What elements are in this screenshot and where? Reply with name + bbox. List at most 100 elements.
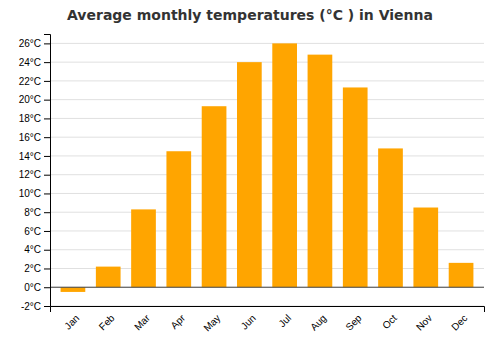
grid-line — [50, 118, 484, 119]
y-tick-mark — [44, 268, 50, 269]
y-tick: 12°C — [19, 169, 50, 180]
y-tick-mark — [44, 81, 50, 82]
x-tick: Feb — [97, 312, 117, 332]
x-tick: Oct — [380, 312, 399, 331]
y-tick: 0°C — [24, 282, 50, 293]
x-tick: Mar — [132, 312, 152, 332]
y-tick-mark — [44, 306, 50, 307]
x-tick-label: Apr — [168, 312, 187, 331]
y-tick-mark — [44, 100, 50, 101]
baseline — [50, 287, 484, 288]
x-tick-label: Aug — [308, 312, 328, 332]
y-tick-mark — [44, 62, 50, 63]
bar — [378, 148, 403, 287]
x-tick-label: Dec — [449, 312, 469, 332]
y-axis: -2°C 0°C 2°C 4°C 6°C 8°C 10°C 12°C 14°C 16°C 18°C 2… — [19, 35, 51, 312]
y-tick-mark — [44, 118, 50, 119]
y-tick-mark — [44, 137, 50, 138]
y-tick-label: 4°C — [24, 244, 41, 255]
x-tick: Sep — [343, 312, 364, 333]
x-tick: Aug — [308, 312, 328, 332]
y-tick-mark — [44, 175, 50, 176]
bar — [131, 209, 156, 287]
bars — [50, 43, 484, 292]
grid-line — [50, 137, 484, 138]
y-tick: 6°C — [24, 226, 50, 237]
y-tick-mark — [44, 231, 50, 232]
y-tick-label: 18°C — [19, 113, 41, 124]
plot: -2°C 0°C 2°C 4°C 6°C 8°C 10°C 12°C 14°C 16°C 18°C 2… — [19, 35, 485, 334]
y-tick-label: 10°C — [19, 188, 41, 199]
chart: Average monthly temperatures (°C ) in Vi… — [0, 0, 500, 350]
x-tick-label: Feb — [97, 312, 117, 332]
x-axis: Jan Feb Mar Apr May Jun Jul Aug Sep Oct Nov Dec — [51, 307, 485, 334]
x-tick-label: Oct — [380, 312, 399, 331]
bar — [413, 208, 438, 288]
grid-line — [50, 62, 484, 63]
grid — [50, 43, 484, 306]
y-tick: 24°C — [19, 57, 50, 68]
y-tick-label: 2°C — [24, 263, 41, 274]
grid-line — [50, 99, 484, 100]
title: Average monthly temperatures (°C ) in Vi… — [67, 7, 433, 23]
grid-line — [50, 43, 484, 44]
bar — [61, 287, 86, 292]
y-tick: 8°C — [24, 207, 50, 218]
grid-line — [50, 80, 484, 81]
bar — [166, 151, 191, 287]
y-tick-label: -2°C — [21, 301, 41, 312]
y-tick: 26°C — [19, 38, 50, 49]
y-tick: 4°C — [24, 244, 50, 255]
y-tick: 18°C — [19, 113, 50, 124]
x-tick: May — [201, 312, 222, 333]
x-tick-label: Mar — [132, 312, 152, 332]
grid-line — [50, 155, 484, 156]
y-tick-label: 0°C — [24, 282, 41, 293]
y-axis-line — [44, 35, 51, 307]
bar — [308, 55, 333, 288]
y-tick: 2°C — [24, 263, 50, 274]
bar — [272, 43, 297, 287]
y-tick-label: 14°C — [19, 151, 41, 162]
y-tick-label: 12°C — [19, 169, 41, 180]
grid-line — [50, 287, 484, 288]
y-tick-label: 22°C — [19, 76, 41, 87]
y-tick-mark — [44, 250, 50, 251]
y-tick-label: 20°C — [19, 94, 41, 105]
y-tick: 10°C — [19, 188, 50, 199]
y-tick-label: 8°C — [24, 207, 41, 218]
x-tick: Jan — [62, 312, 81, 331]
y-tick-mark — [44, 212, 50, 213]
x-tick: Dec — [449, 312, 469, 332]
y-tick: 14°C — [19, 151, 50, 162]
y-tick-label: 24°C — [19, 57, 41, 68]
x-tick: Jun — [239, 312, 258, 331]
x-tick-label: Sep — [343, 312, 364, 333]
y-tick-mark — [44, 287, 50, 288]
x-tick-label: Jul — [276, 312, 293, 329]
bar — [449, 263, 474, 287]
x-tick: Nov — [414, 312, 434, 332]
y-tick-label: 6°C — [24, 226, 41, 237]
y-tick-mark — [44, 193, 50, 194]
grid-line — [50, 174, 484, 175]
x-tick-label: Jan — [62, 312, 81, 331]
x-tick: Jul — [276, 312, 293, 329]
y-tick: -2°C — [21, 301, 50, 312]
bar — [343, 87, 368, 287]
x-tick: Apr — [168, 312, 187, 331]
y-tick-label: 26°C — [19, 38, 41, 49]
x-axis-line — [51, 307, 485, 313]
x-tick-label: May — [201, 312, 222, 333]
bar — [237, 62, 262, 287]
x-tick-label: Nov — [414, 312, 434, 332]
grid-line — [50, 193, 484, 194]
bar — [202, 106, 227, 287]
bar — [96, 267, 121, 288]
x-tick-label: Jun — [239, 312, 258, 331]
y-tick-mark — [44, 156, 50, 157]
y-tick: 20°C — [19, 94, 50, 105]
y-tick: 16°C — [19, 132, 50, 143]
y-tick-label: 16°C — [19, 132, 41, 143]
y-tick: 22°C — [19, 76, 50, 87]
